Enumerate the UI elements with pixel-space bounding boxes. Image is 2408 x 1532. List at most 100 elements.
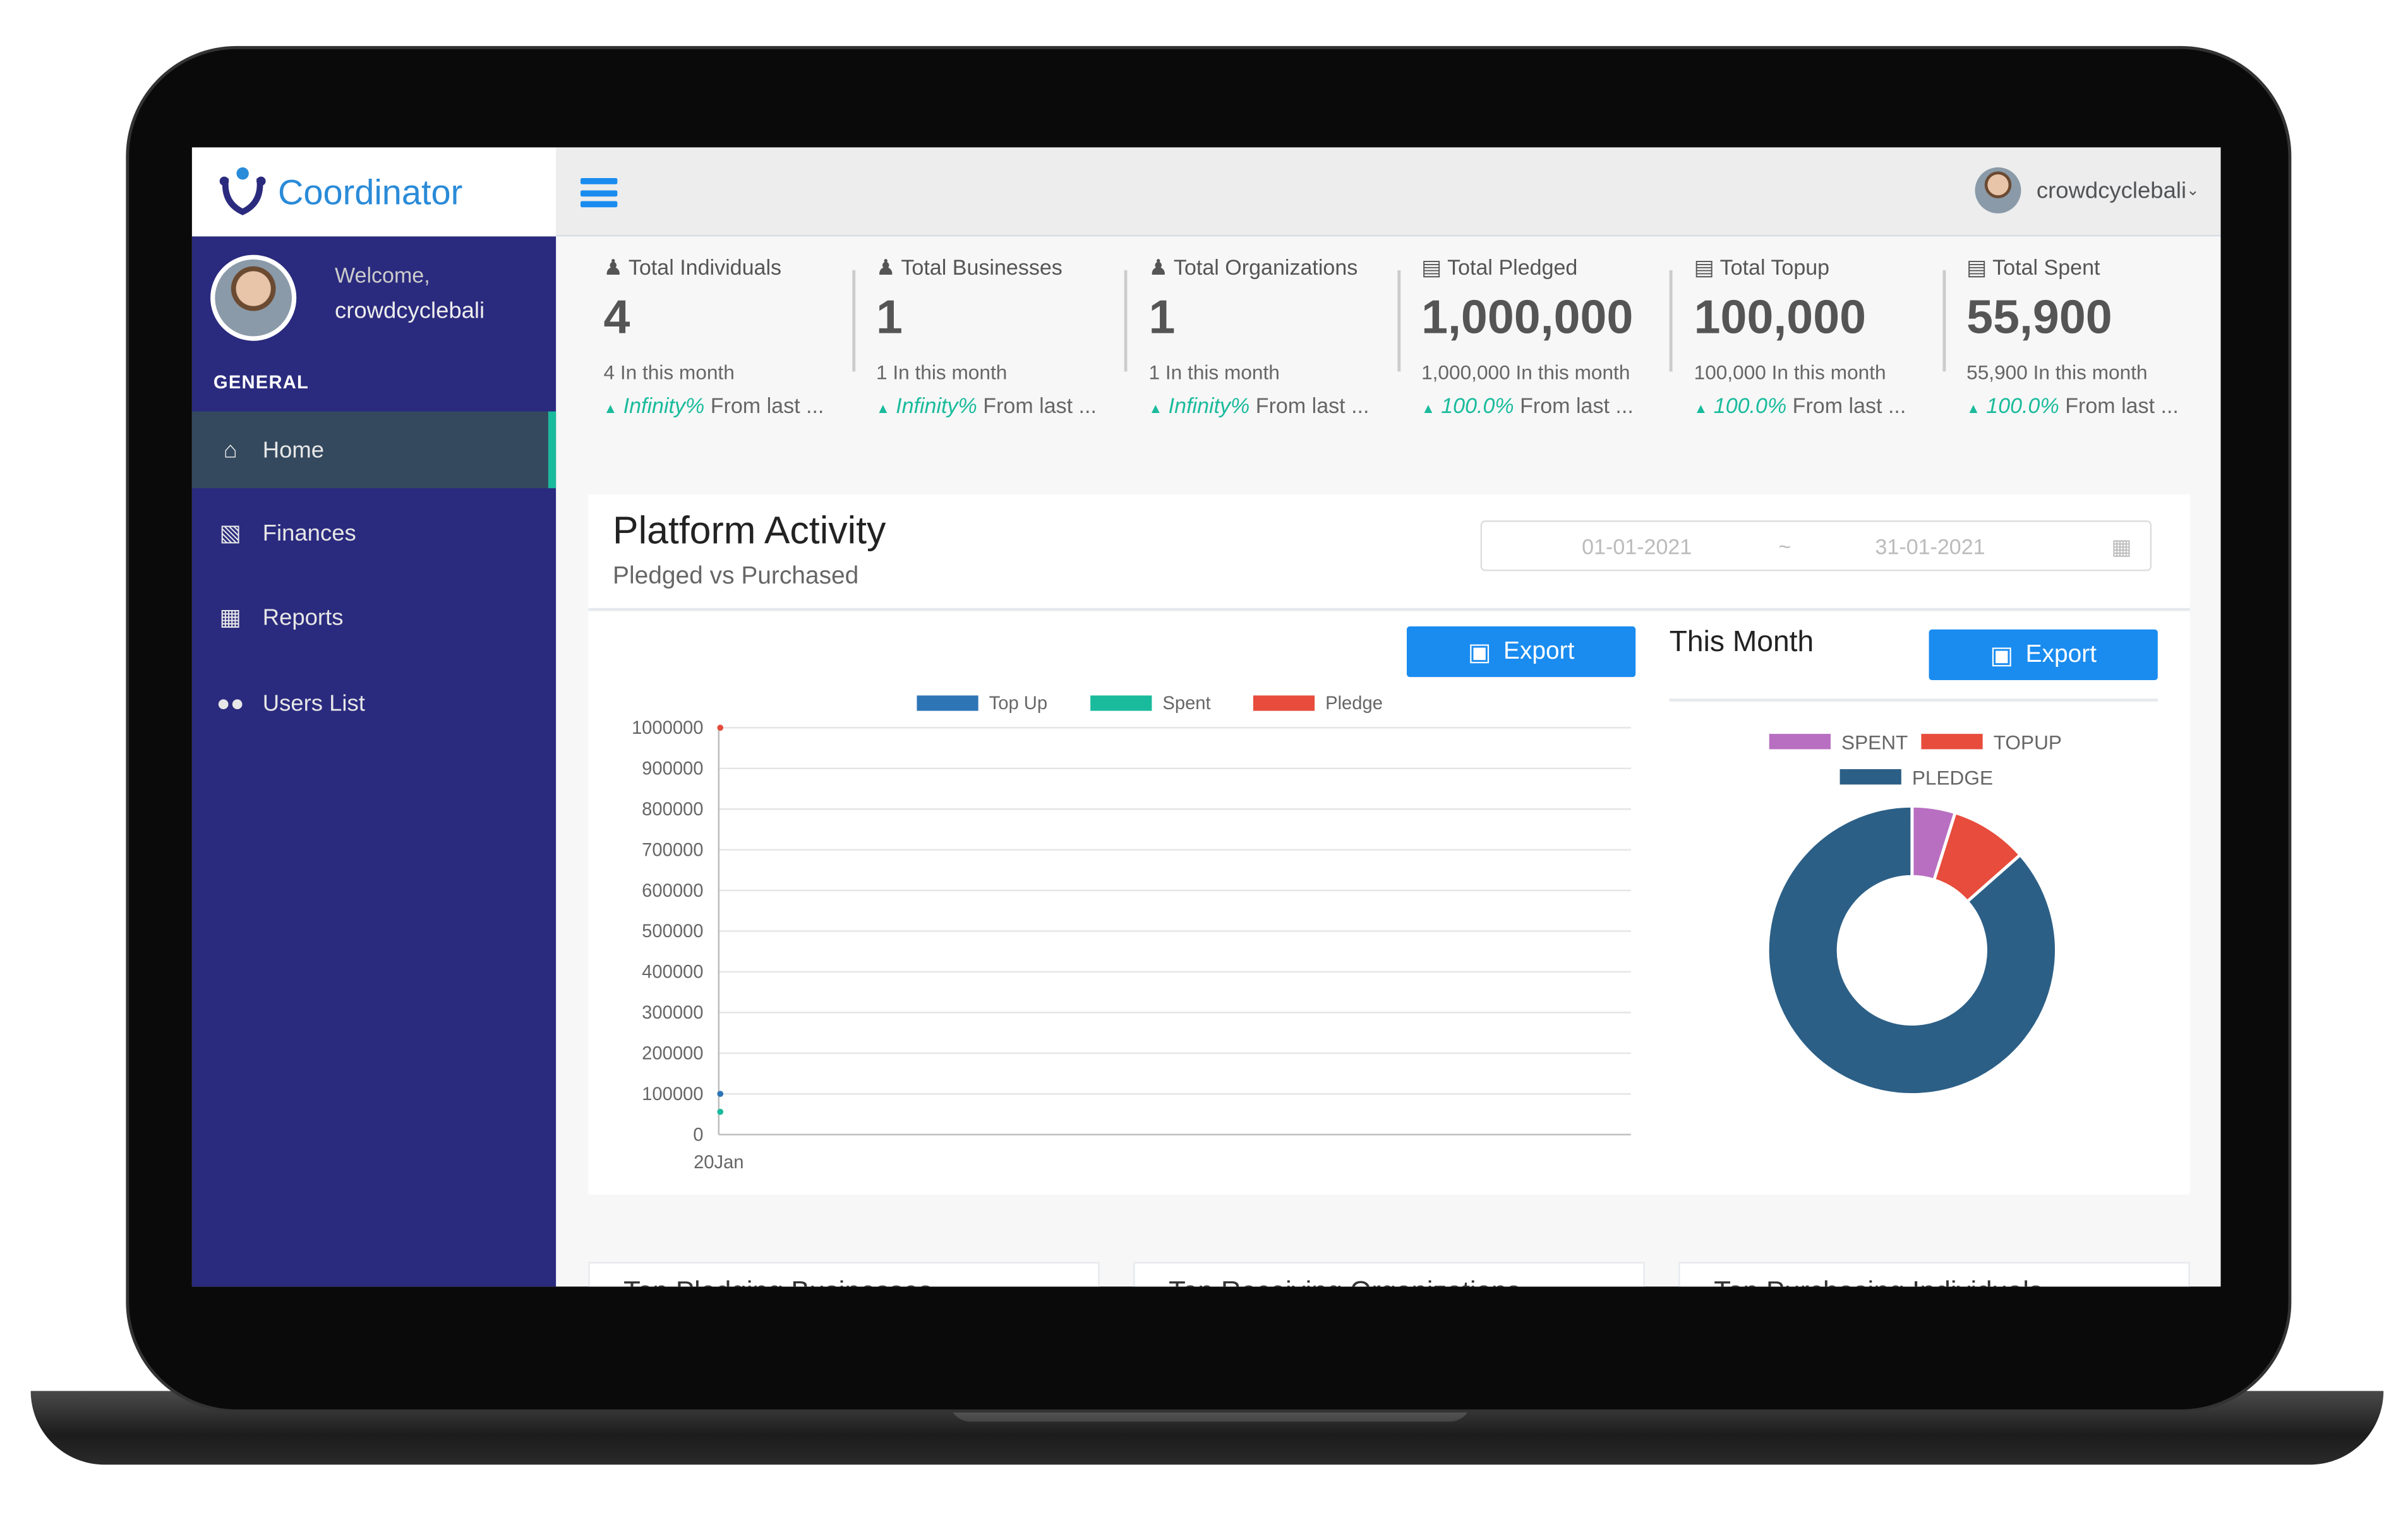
stat-month: 1 In this month — [876, 361, 1008, 384]
stat-value: 100,000 — [1694, 290, 1867, 344]
stat-month: 100,000 In this month — [1694, 361, 1886, 384]
arrow-up-icon: ▲ — [1421, 400, 1435, 416]
save-icon: ▣ — [1467, 639, 1491, 666]
stat-title: Total Topup — [1719, 254, 1830, 280]
sidebar-item-users-list[interactable]: ●● Users List — [192, 665, 556, 742]
divider — [1397, 270, 1400, 372]
sidebar-item-label: Users List — [262, 690, 365, 717]
user-icon: ♟ — [1148, 254, 1169, 280]
stat-change-suffix: From last ... — [1255, 393, 1370, 418]
divider — [588, 607, 2190, 611]
stat-value: 1,000,000 — [1421, 290, 1634, 344]
arrow-up-icon: ▲ — [876, 400, 890, 416]
money-icon: ▤ — [1421, 254, 1442, 280]
stat-change: 100.0% — [1986, 393, 2059, 418]
stat-title: Total Organizations — [1173, 254, 1358, 280]
panel-title: Platform Activity — [613, 510, 886, 553]
date-from[interactable]: 01-01-2021 — [1582, 534, 1692, 559]
stat-month: 55,900 In this month — [1966, 361, 2148, 384]
stat-value: 4 — [603, 290, 630, 344]
date-range-picker[interactable]: 01-01-2021 ~ 31-01-2021 ▦ — [1480, 520, 2152, 572]
stat-title: Total Spent — [1992, 254, 2100, 280]
stat-change-suffix: From last ... — [710, 393, 824, 418]
arrow-up-icon: ▲ — [1148, 400, 1163, 416]
stat-title: Total Pledged — [1447, 254, 1578, 280]
money-icon: ▤ — [1694, 254, 1714, 280]
profile-avatar — [210, 254, 297, 341]
stat-value: 1 — [876, 290, 903, 344]
arrow-up-icon: ▲ — [1966, 400, 1980, 416]
sidebar-item-label: Reports — [262, 604, 344, 631]
stat-month: 1,000,000 In this month — [1421, 361, 1630, 384]
stat-change: 100.0% — [1441, 393, 1514, 418]
top-bar: crowdcyclebali ⌄ — [556, 147, 2221, 237]
stat-tile: ♟ Total Individuals 4 4 In this month ▲ … — [603, 255, 864, 418]
export-label: Export — [1503, 638, 1575, 664]
user-name: crowdcyclebali — [2036, 177, 2187, 204]
calendar-icon[interactable]: ▦ — [2111, 534, 2132, 559]
money-icon: ▤ — [1966, 254, 1987, 280]
stat-change: Infinity% — [623, 393, 705, 418]
bottom-card: Top Pledging Businesses — [588, 1262, 1100, 1287]
this-month-title: This Month — [1669, 626, 1814, 659]
stat-change-suffix: From last ... — [1520, 393, 1634, 418]
brand-name: Coordinator — [278, 171, 463, 212]
stat-change: Infinity% — [896, 393, 977, 418]
card-title: Top Purchasing Individuals — [1714, 1276, 2043, 1286]
divider — [1669, 698, 2158, 702]
sidebar-item-finances[interactable]: ▧ Finances — [192, 494, 556, 572]
date-to[interactable]: 31-01-2021 — [1875, 534, 1985, 559]
stat-month: 1 In this month — [1148, 361, 1280, 384]
logo-icon — [219, 167, 266, 215]
date-separator: ~ — [1778, 534, 1791, 559]
divider — [1942, 270, 1946, 372]
bottom-card: Top Purchasing Individuals — [1678, 1262, 2190, 1287]
sidebar-item-label: Finances — [262, 519, 356, 546]
sidebar-item-home[interactable]: ⌂ Home — [191, 411, 557, 489]
sidebar-username: crowdcyclebali — [335, 297, 485, 324]
export-label: Export — [2025, 641, 2097, 667]
divider — [1669, 270, 1673, 372]
chevron-down-icon: ⌄ — [2186, 182, 2200, 199]
stat-tile: ♟ Total Organizations 1 1 In this month … — [1149, 255, 1410, 418]
menu-toggle-icon[interactable] — [580, 178, 618, 208]
divider — [1124, 270, 1128, 372]
stat-tile: ▤ Total Spent 55,900 55,900 In this mont… — [1966, 255, 2220, 418]
card-title: Top Receiving Organizations — [1169, 1276, 1520, 1286]
sidebar-item-label: Home — [262, 436, 325, 464]
stat-value: 55,900 — [1966, 290, 2112, 344]
card-title: Top Pledging Businesses — [623, 1276, 932, 1286]
user-menu[interactable]: crowdcyclebali ⌄ — [1975, 167, 2200, 213]
stat-tile: ▤ Total Pledged 1,000,000 1,000,000 In t… — [1421, 255, 1682, 418]
sidebar: Welcome, crowdcyclebali GENERAL ⌂ Home ▧ F… — [191, 236, 557, 1287]
stat-value: 1 — [1148, 290, 1176, 344]
stat-tile: ♟ Total Businesses 1 1 In this month ▲ I… — [876, 255, 1137, 418]
table-icon: ▦ — [219, 604, 241, 631]
home-icon: ⌂ — [223, 436, 238, 464]
export-button[interactable]: ▣ Export — [1406, 626, 1636, 678]
app-screen: Coordinator Welcome, crowdcyclebali GENE… — [191, 147, 2221, 1287]
stat-change: 100.0% — [1713, 393, 1787, 418]
users-icon: ●● — [216, 690, 244, 717]
export-button-month[interactable]: ▣ Export — [1929, 629, 2158, 681]
platform-activity-panel: Platform Activity Pledged vs Purchased 0… — [588, 494, 2190, 1195]
sidebar-item-reports[interactable]: ▦ Reports — [192, 579, 556, 656]
stat-change-suffix: From last ... — [983, 393, 1097, 418]
user-icon: ♟ — [876, 254, 896, 280]
stat-tile: ▤ Total Topup 100,000 100,000 In this mo… — [1694, 255, 1955, 418]
bottom-card: Top Receiving Organizations — [1133, 1262, 1645, 1287]
save-icon: ▣ — [1990, 642, 2014, 669]
user-icon: ♟ — [603, 254, 623, 280]
bar-chart-icon: ▧ — [219, 520, 241, 547]
brand-logo[interactable]: Coordinator — [191, 147, 557, 237]
user-avatar — [1975, 167, 2021, 213]
stat-month: 4 In this month — [603, 361, 735, 384]
divider — [852, 270, 855, 372]
stat-change-suffix: From last ... — [2065, 393, 2179, 418]
stat-title: Total Businesses — [901, 254, 1063, 280]
arrow-up-icon: ▲ — [603, 400, 618, 416]
stat-title: Total Individuals — [628, 254, 782, 280]
section-heading: GENERAL — [213, 371, 310, 393]
panel-subtitle: Pledged vs Purchased — [613, 563, 859, 590]
arrow-up-icon: ▲ — [1694, 400, 1708, 416]
